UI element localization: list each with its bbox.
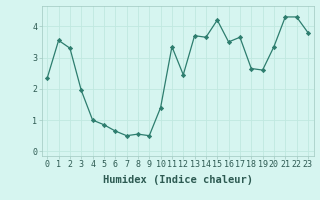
- X-axis label: Humidex (Indice chaleur): Humidex (Indice chaleur): [103, 175, 252, 185]
